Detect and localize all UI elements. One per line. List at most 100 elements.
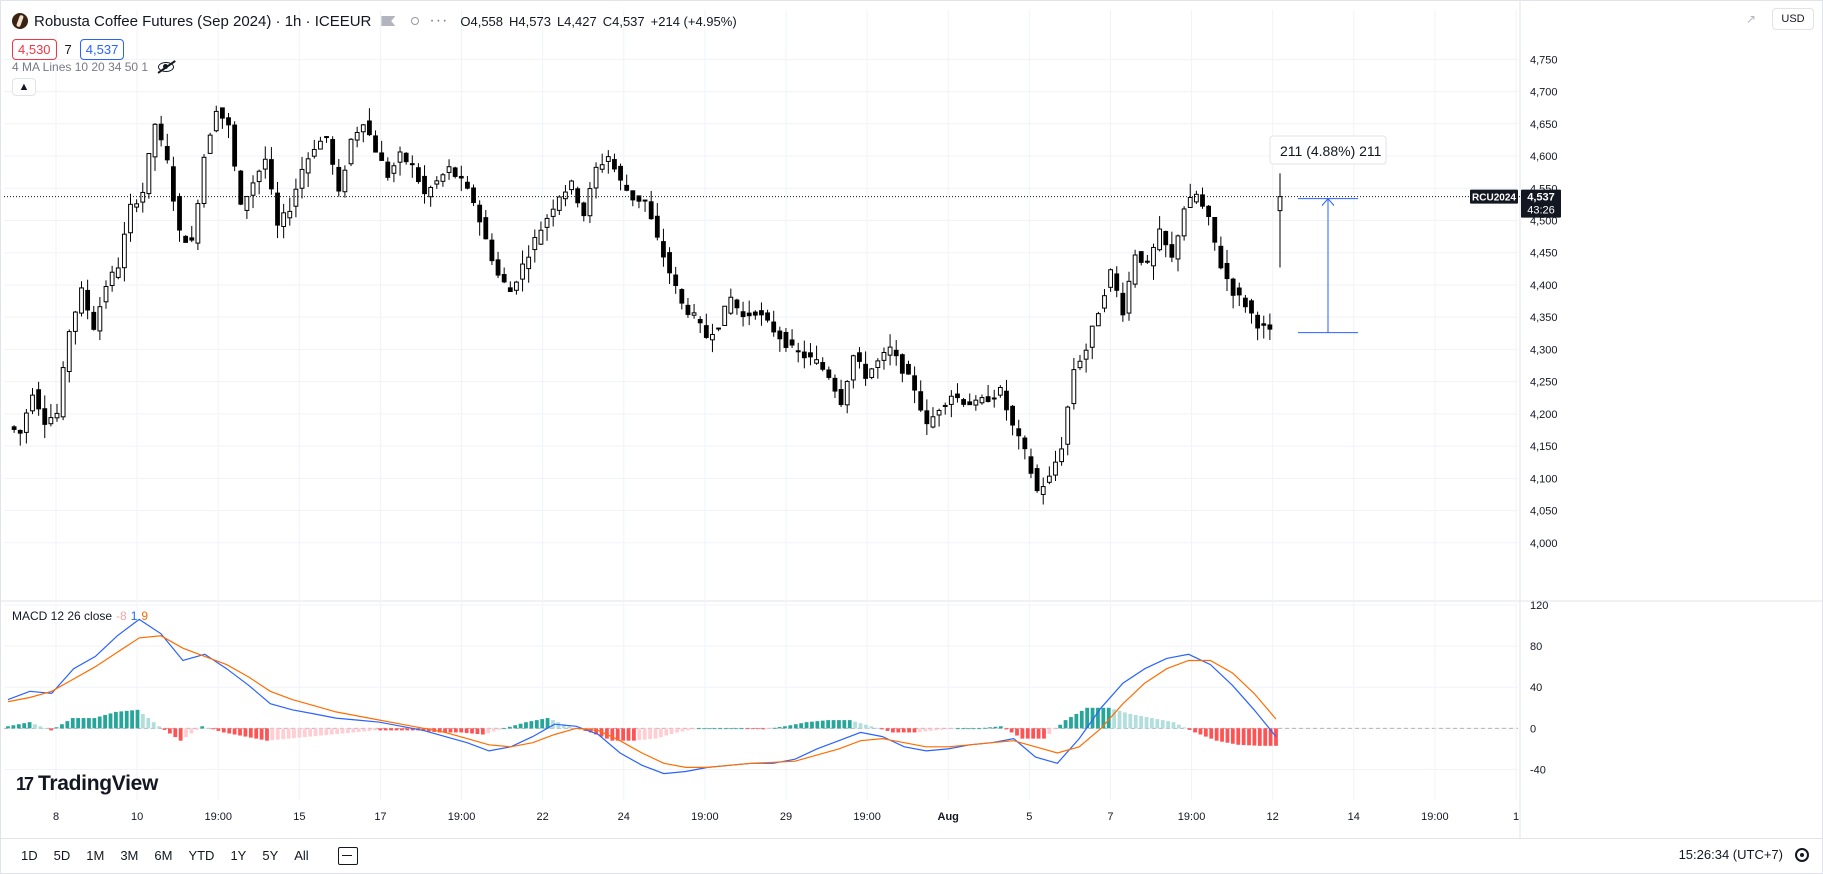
currency-button[interactable]: USD [1772,8,1814,30]
collapse-legend-button[interactable]: ▲ [12,78,36,96]
candle-body [189,237,195,241]
measure-arrow [1321,197,1335,206]
candle-body [201,156,207,204]
indicator-legend[interactable]: 4 MA Lines 10 20 34 50 1 [12,58,175,76]
macd-tick-label: 40 [1530,682,1542,694]
symbol-title[interactable]: Robusta Coffee Futures (Sep 2024) · 1h ·… [34,12,372,30]
range-6m-button[interactable]: 6M [154,848,173,863]
candle-body [207,134,213,154]
more-icon[interactable]: ··· [429,12,449,29]
candle-body [789,339,795,346]
market-status-icon[interactable] [411,17,420,25]
range-ytd-button[interactable]: YTD [188,848,215,863]
range-5y-button[interactable]: 5Y [262,848,279,863]
macd-histogram-bar [691,728,696,730]
sell-button[interactable]: 4,530 [12,38,57,60]
macd-histogram-bar [65,721,70,729]
macd-histogram-bar [448,728,453,733]
ohlc-high: H4,573 [509,13,551,29]
macd-histogram-bar [1079,710,1084,729]
candle-body [79,287,84,314]
range-all-button[interactable]: All [294,848,309,863]
macd-histogram-bar [702,728,706,730]
candle-body [458,175,464,179]
range-1d-button[interactable]: 1D [21,848,38,863]
indicator-label[interactable]: 4 MA Lines 10 20 34 50 1 [12,60,149,74]
candle-body [391,165,397,174]
macd-histogram-bar [491,728,496,732]
price-tick-label: 4,500 [1530,215,1558,227]
macd-histogram-bar [923,728,928,732]
candle-body [924,410,930,425]
macd-histogram-bar [793,724,798,729]
candle-body [299,168,305,189]
macd-histogram-bar [513,725,518,729]
range-1y-button[interactable]: 1Y [230,848,247,863]
macd-histogram-bar [874,727,879,729]
candle-body [759,310,764,316]
candle-body [685,304,691,315]
clock-label[interactable]: 15:26:34 (UTC+7) [1678,847,1783,862]
time-tick-label: 24 [618,811,630,823]
macd-histogram-bar [275,728,280,740]
price-tick-label: 4,050 [1530,506,1558,518]
macd-histogram-bar [480,728,485,735]
candle-body [728,296,734,314]
tradingview-logo[interactable]: 17 TradingView [16,772,158,796]
macd-histogram-bar [1171,722,1176,729]
macd-legend[interactable]: MACD 12 26 close -8 1 9 [12,609,148,623]
macd-histogram-bar [1247,728,1251,746]
macd-histogram-bar [810,721,814,729]
range-3m-button[interactable]: 3M [120,848,139,863]
range-1m-button[interactable]: 1M [86,848,105,863]
hidden-eye-icon[interactable] [158,62,175,72]
candle-body [783,331,789,348]
macd-histogram-bar [729,728,733,730]
macd-histogram-bar [1031,728,1036,739]
candle-body [832,377,838,392]
candle-body [1059,448,1065,463]
macd-label[interactable]: MACD 12 26 close [12,609,113,623]
flag-icon[interactable] [381,16,396,26]
price-tick-label: 4,700 [1530,87,1558,99]
macd-histogram-bar [917,728,922,732]
buy-button[interactable]: 4,537 [79,38,125,60]
macd-histogram-bar [43,728,48,730]
macd-histogram-bar [302,728,307,738]
macd-histogram-bar [502,728,507,730]
candle-body [1157,228,1163,251]
expand-icon[interactable]: ↗ [1746,12,1757,26]
candle-body [342,169,348,193]
macd-histogram-bar [1112,709,1117,729]
macd-histogram-bar [766,728,771,730]
macd-histogram-bar [632,728,636,741]
macd-histogram-bar [880,728,884,730]
macd-histogram-bar [167,728,172,734]
macd-pane [6,618,1278,775]
settings-icon[interactable] [1795,847,1809,862]
candle-body [1151,246,1156,267]
candle-body [863,363,868,379]
price-tick-label: 4,600 [1530,151,1558,163]
macd-histogram-bar [1052,728,1057,730]
macd-histogram-bar [421,728,426,731]
candle-body [72,311,78,332]
candle-body [893,349,899,357]
symbol-legend[interactable]: Robusta Coffee Futures (Sep 2024) · 1h ·… [12,10,737,32]
candle-body [869,368,875,378]
macd-histogram-bar [723,728,728,730]
candle-body [1175,235,1181,260]
macd-histogram-bar [669,728,674,734]
macd-histogram-bar [1036,728,1041,739]
candle-body [991,397,997,400]
date-range-icon[interactable] [337,846,358,865]
macd-histogram-bar [405,728,410,731]
candle-body [826,369,832,378]
candle-body [967,401,973,406]
measure-label-box [1269,135,1387,165]
candle-body [152,123,158,158]
macd-histogram-bar [394,728,399,731]
range-5d-button[interactable]: 5D [53,848,71,863]
